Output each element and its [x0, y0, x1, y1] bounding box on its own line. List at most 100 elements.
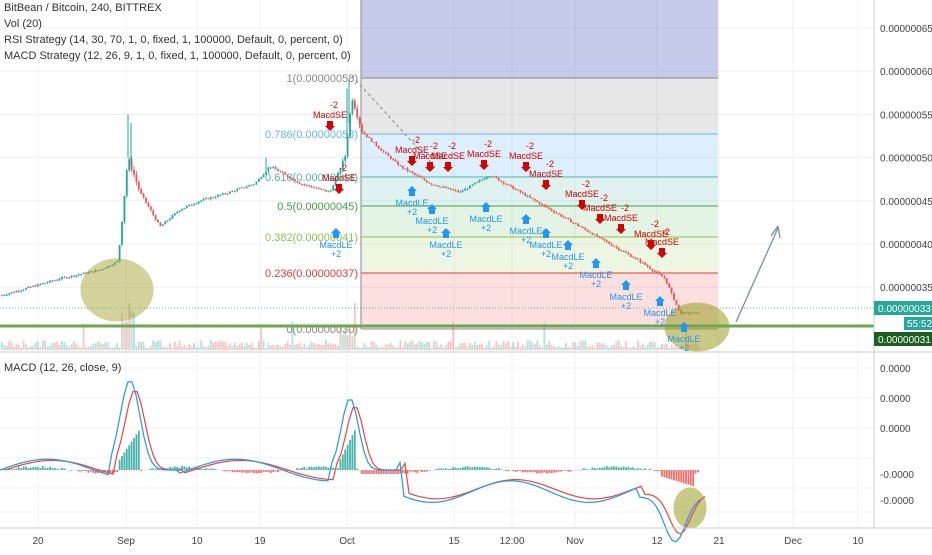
macd-histogram-bar: [539, 470, 541, 473]
volume-bar: [649, 342, 651, 350]
volume-bar: [349, 329, 351, 350]
candle-body: [148, 203, 150, 207]
volume-bar: [673, 347, 675, 350]
macd-histogram-bar: [388, 470, 390, 474]
macd-histogram-bar: [565, 470, 567, 471]
candle-body: [484, 179, 486, 180]
candle-body: [301, 184, 303, 185]
candle-body: [402, 166, 404, 168]
macd-histogram-bar: [215, 469, 217, 470]
macd-histogram-bar: [150, 469, 152, 470]
candle-body: [184, 208, 186, 209]
candle-body: [500, 181, 502, 182]
macd-histogram-bar: [361, 470, 363, 474]
sell-signal-qty: -2: [526, 141, 534, 151]
candle-body: [44, 283, 46, 284]
macd-histogram-bar: [385, 470, 387, 474]
candle-body: [232, 191, 234, 192]
candle-body: [479, 180, 481, 181]
time-axis-tick: Nov: [566, 536, 584, 547]
candle-body: [311, 186, 313, 187]
macd-histogram-bar: [515, 470, 517, 472]
volume-bar: [73, 341, 75, 350]
macd-histogram-bar: [356, 468, 358, 470]
macd-histogram-bar: [512, 470, 514, 471]
candle-body: [37, 284, 39, 286]
volume-bar: [587, 346, 589, 350]
candle-body: [589, 232, 591, 233]
volume-bar: [198, 347, 200, 350]
macd-histogram-bar: [390, 470, 392, 474]
volume-bar: [498, 344, 500, 350]
candle-body: [258, 179, 260, 182]
candle-body: [611, 244, 613, 246]
candle-body: [647, 265, 649, 267]
macd-histogram-bar: [260, 470, 262, 473]
macd-histogram-bar: [416, 470, 418, 473]
volume-legend: Vol (20): [4, 18, 42, 30]
candle-body: [13, 292, 15, 293]
macd-histogram-bar: [491, 469, 493, 470]
macd-histogram-bar: [601, 468, 603, 470]
volume-bar: [402, 347, 404, 350]
volume-bar: [244, 346, 246, 350]
candle-body: [373, 142, 375, 143]
candle-body: [544, 204, 546, 205]
volume-bar: [510, 347, 512, 350]
volume-bar: [426, 342, 428, 350]
candle-body: [155, 215, 157, 220]
volume-bar: [414, 345, 416, 350]
volume-bar: [412, 340, 414, 350]
volume-bar: [584, 341, 586, 350]
volume-bar: [191, 346, 193, 350]
volume-bar: [253, 347, 255, 350]
candle-body: [637, 258, 639, 259]
macd-histogram-bar: [630, 468, 632, 470]
macd-histogram-bar: [308, 467, 310, 470]
macd-strategy-legend: MACD Strategy (12, 26, 9, 1, 0, fixed, 1…: [4, 50, 351, 62]
macd-histogram-bar: [469, 467, 471, 470]
sell-signal-label: MacdSE: [604, 213, 638, 223]
candle-body: [409, 171, 411, 172]
macd-histogram-bar: [119, 460, 121, 470]
macd-histogram-bar: [695, 470, 697, 474]
candle-body: [551, 209, 553, 211]
candle-body: [49, 281, 51, 283]
candle-body: [395, 160, 397, 162]
macd-histogram-bar: [659, 470, 661, 471]
volume-bar: [296, 344, 298, 350]
buy-signal-qty: +2: [563, 261, 573, 271]
buy-signal-qty: +2: [591, 279, 601, 289]
candle-body: [486, 177, 488, 178]
macd-histogram-bar: [685, 470, 687, 484]
macd-histogram-bar: [484, 467, 486, 470]
macd-axis-tick: -0.0000: [880, 496, 914, 507]
macd-histogram-bar: [608, 467, 610, 470]
candle-body: [388, 153, 390, 156]
fib-level-label-0.786: 0.786(0.00000053): [265, 129, 358, 141]
candle-body: [522, 192, 524, 193]
macd-histogram-bar: [268, 470, 270, 472]
volume-bar: [239, 344, 241, 350]
candle-body: [332, 186, 334, 191]
candle-body: [577, 224, 579, 226]
volume-bar: [203, 347, 205, 350]
candle-body: [419, 176, 421, 178]
volume-bar: [42, 340, 44, 350]
volume-bar: [287, 342, 289, 350]
macd-histogram-bar: [467, 466, 469, 470]
volume-bar: [445, 345, 447, 350]
volume-bar: [277, 345, 279, 350]
candle-body: [246, 187, 248, 188]
volume-bar: [659, 347, 661, 350]
volume-bar: [59, 345, 61, 350]
fib-zone-1: [361, 78, 718, 134]
volume-bar: [438, 347, 440, 350]
macd-histogram-bar: [318, 466, 320, 470]
candle-body: [640, 259, 642, 262]
volume-bar: [652, 342, 654, 350]
macd-histogram-bar: [11, 469, 13, 470]
volume-bar: [486, 345, 488, 350]
buy-signal-qty: +2: [441, 249, 451, 259]
